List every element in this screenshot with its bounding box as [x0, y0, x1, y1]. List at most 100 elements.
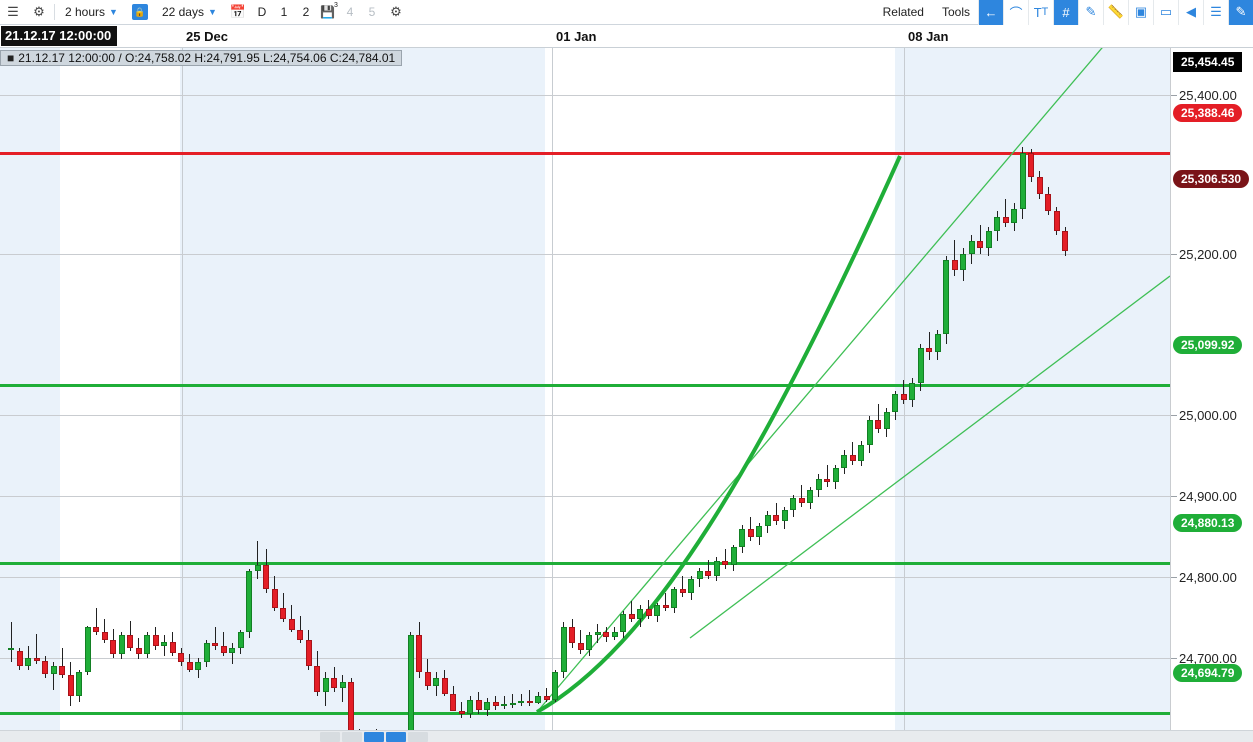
- candle-body[interactable]: [178, 653, 184, 662]
- candle-body[interactable]: [595, 632, 601, 635]
- candle-body[interactable]: [110, 640, 116, 654]
- candle-body[interactable]: [748, 529, 754, 537]
- tab-4[interactable]: 4: [339, 0, 361, 25]
- candle-body[interactable]: [416, 635, 422, 672]
- range-dropdown[interactable]: 22 days ▼: [154, 0, 225, 24]
- candle-body[interactable]: [926, 348, 932, 352]
- candle-body[interactable]: [51, 666, 57, 674]
- crosshair-tool-icon[interactable]: #: [1053, 0, 1078, 25]
- candle-body[interactable]: [1054, 211, 1060, 232]
- candle-body[interactable]: [119, 635, 125, 653]
- chart-settings-icon[interactable]: ⚙: [383, 0, 409, 25]
- candle-body[interactable]: [714, 561, 720, 575]
- candle-body[interactable]: [637, 609, 643, 619]
- candle-body[interactable]: [255, 565, 261, 571]
- candle-body[interactable]: [144, 635, 150, 653]
- tab-1[interactable]: 1: [273, 0, 295, 25]
- lock-icon[interactable]: 🔒: [132, 4, 148, 20]
- candle-body[interactable]: [467, 700, 473, 714]
- candle-body[interactable]: [246, 571, 252, 632]
- candle-body[interactable]: [892, 394, 898, 412]
- candle-body[interactable]: [280, 608, 286, 619]
- bottom-toolbar-btn-4[interactable]: [386, 732, 406, 742]
- resistance-line-25388[interactable]: [0, 152, 1170, 155]
- callout-support-25099[interactable]: 25,099.92: [1173, 336, 1242, 354]
- candle-body[interactable]: [476, 700, 482, 710]
- candle-body[interactable]: [518, 701, 524, 703]
- candle-body[interactable]: [875, 420, 881, 428]
- candle-body[interactable]: [994, 217, 1000, 231]
- candle-body[interactable]: [459, 711, 465, 714]
- candle-body[interactable]: [25, 658, 31, 666]
- candle-body[interactable]: [773, 515, 779, 521]
- candle-body[interactable]: [935, 334, 941, 352]
- candle-body[interactable]: [136, 648, 142, 654]
- candle-body[interactable]: [1011, 209, 1017, 223]
- candle-body[interactable]: [824, 479, 830, 482]
- callout-resistance[interactable]: 25,388.46: [1173, 104, 1242, 122]
- candle-body[interactable]: [756, 526, 762, 537]
- candle-body[interactable]: [943, 260, 949, 335]
- candle-body[interactable]: [867, 420, 873, 444]
- candle-body[interactable]: [969, 241, 975, 254]
- candle-body[interactable]: [765, 515, 771, 526]
- candle-body[interactable]: [450, 694, 456, 711]
- candle-body[interactable]: [552, 672, 558, 699]
- pencil-tool-icon[interactable]: ✎: [1078, 0, 1103, 25]
- candle-body[interactable]: [1028, 153, 1034, 177]
- candle-body[interactable]: [960, 254, 966, 270]
- candle-body[interactable]: [544, 696, 550, 699]
- candle-body[interactable]: [739, 529, 745, 547]
- candle-body[interactable]: [153, 635, 159, 645]
- candle-body[interactable]: [221, 646, 227, 652]
- candle-body[interactable]: [331, 678, 337, 688]
- bottom-toolbar-btn-2[interactable]: [342, 732, 362, 742]
- candle-body[interactable]: [1062, 231, 1068, 250]
- candle-body[interactable]: [603, 632, 609, 637]
- candle-body[interactable]: [297, 630, 303, 640]
- candle-body[interactable]: [901, 394, 907, 400]
- candle-body[interactable]: [59, 666, 65, 676]
- tab-save[interactable]: 💾 3: [317, 0, 339, 25]
- candle-body[interactable]: [799, 498, 805, 503]
- bottom-toolbar-btn-5[interactable]: [408, 732, 428, 742]
- candle-body[interactable]: [408, 635, 414, 740]
- cursor-tool-icon[interactable]: ←: [978, 0, 1003, 25]
- candle-body[interactable]: [527, 701, 533, 703]
- candle-body[interactable]: [187, 662, 193, 670]
- candle-body[interactable]: [501, 704, 507, 706]
- tab-5[interactable]: 5: [361, 0, 383, 25]
- print-tool-icon[interactable]: ☰: [1203, 0, 1228, 25]
- candle-body[interactable]: [569, 627, 575, 643]
- candle-body[interactable]: [161, 642, 167, 646]
- related-button[interactable]: Related: [873, 5, 934, 19]
- candle-body[interactable]: [586, 635, 592, 649]
- candle-body[interactable]: [807, 490, 813, 503]
- candle-body[interactable]: [170, 642, 176, 653]
- candle-body[interactable]: [204, 643, 210, 661]
- support-line-24694[interactable]: [0, 712, 1170, 715]
- candle-body[interactable]: [705, 571, 711, 576]
- candle-body[interactable]: [42, 661, 48, 674]
- candle-body[interactable]: [340, 682, 346, 688]
- ruler-tool-icon[interactable]: 📏: [1103, 0, 1128, 25]
- magic-tool-icon[interactable]: ✎: [1228, 0, 1253, 25]
- candle-body[interactable]: [289, 619, 295, 629]
- candle-body[interactable]: [425, 672, 431, 686]
- candle-body[interactable]: [535, 696, 541, 702]
- candle-body[interactable]: [918, 348, 924, 383]
- candle-body[interactable]: [833, 468, 839, 482]
- candle-body[interactable]: [272, 589, 278, 608]
- candle-body[interactable]: [323, 678, 329, 692]
- candle-body[interactable]: [68, 675, 74, 696]
- shapes-tool-icon[interactable]: ▣: [1128, 0, 1153, 25]
- calendar-icon[interactable]: 📅: [225, 0, 251, 25]
- candle-body[interactable]: [484, 702, 490, 710]
- curve-tool-icon[interactable]: ⌒: [1003, 0, 1028, 25]
- callout-last-price[interactable]: 25,306.530: [1173, 170, 1249, 188]
- candle-body[interactable]: [909, 383, 915, 401]
- callout-current-high[interactable]: 25,454.45: [1173, 52, 1242, 72]
- candle-body[interactable]: [663, 605, 669, 607]
- candle-body[interactable]: [578, 643, 584, 649]
